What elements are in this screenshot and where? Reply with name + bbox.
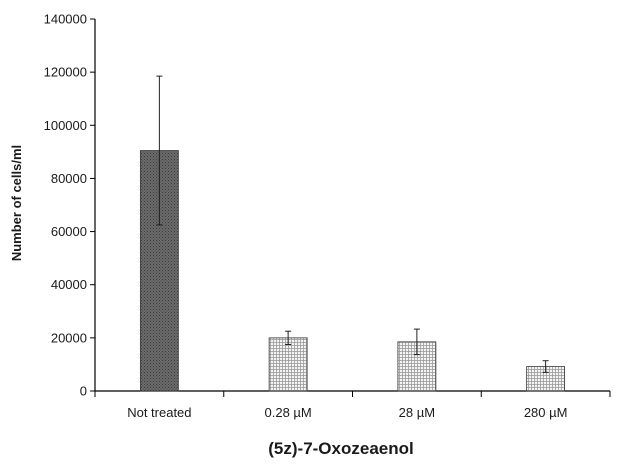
y-tick-label: 60000 [51,224,87,239]
bar [268,337,308,392]
y-tick-label: 100000 [44,118,87,133]
x-tick-label: 280 µM [524,405,568,420]
y-tick-label: 120000 [44,65,87,80]
x-tick-label: 28 µM [399,405,435,420]
y-tick-label: 20000 [51,330,87,345]
y-tick-label: 80000 [51,171,87,186]
x-axis-title: (5z)-7-Oxozeaenol [268,439,413,458]
y-axis-title: Number of cells/ml [9,145,24,261]
x-tick-label: 0.28 µM [265,405,312,420]
y-tick-label: 40000 [51,277,87,292]
y-tick-label: 140000 [44,12,87,27]
y-tick-label: 0 [80,384,87,399]
x-tick-label: Not treated [127,405,191,420]
